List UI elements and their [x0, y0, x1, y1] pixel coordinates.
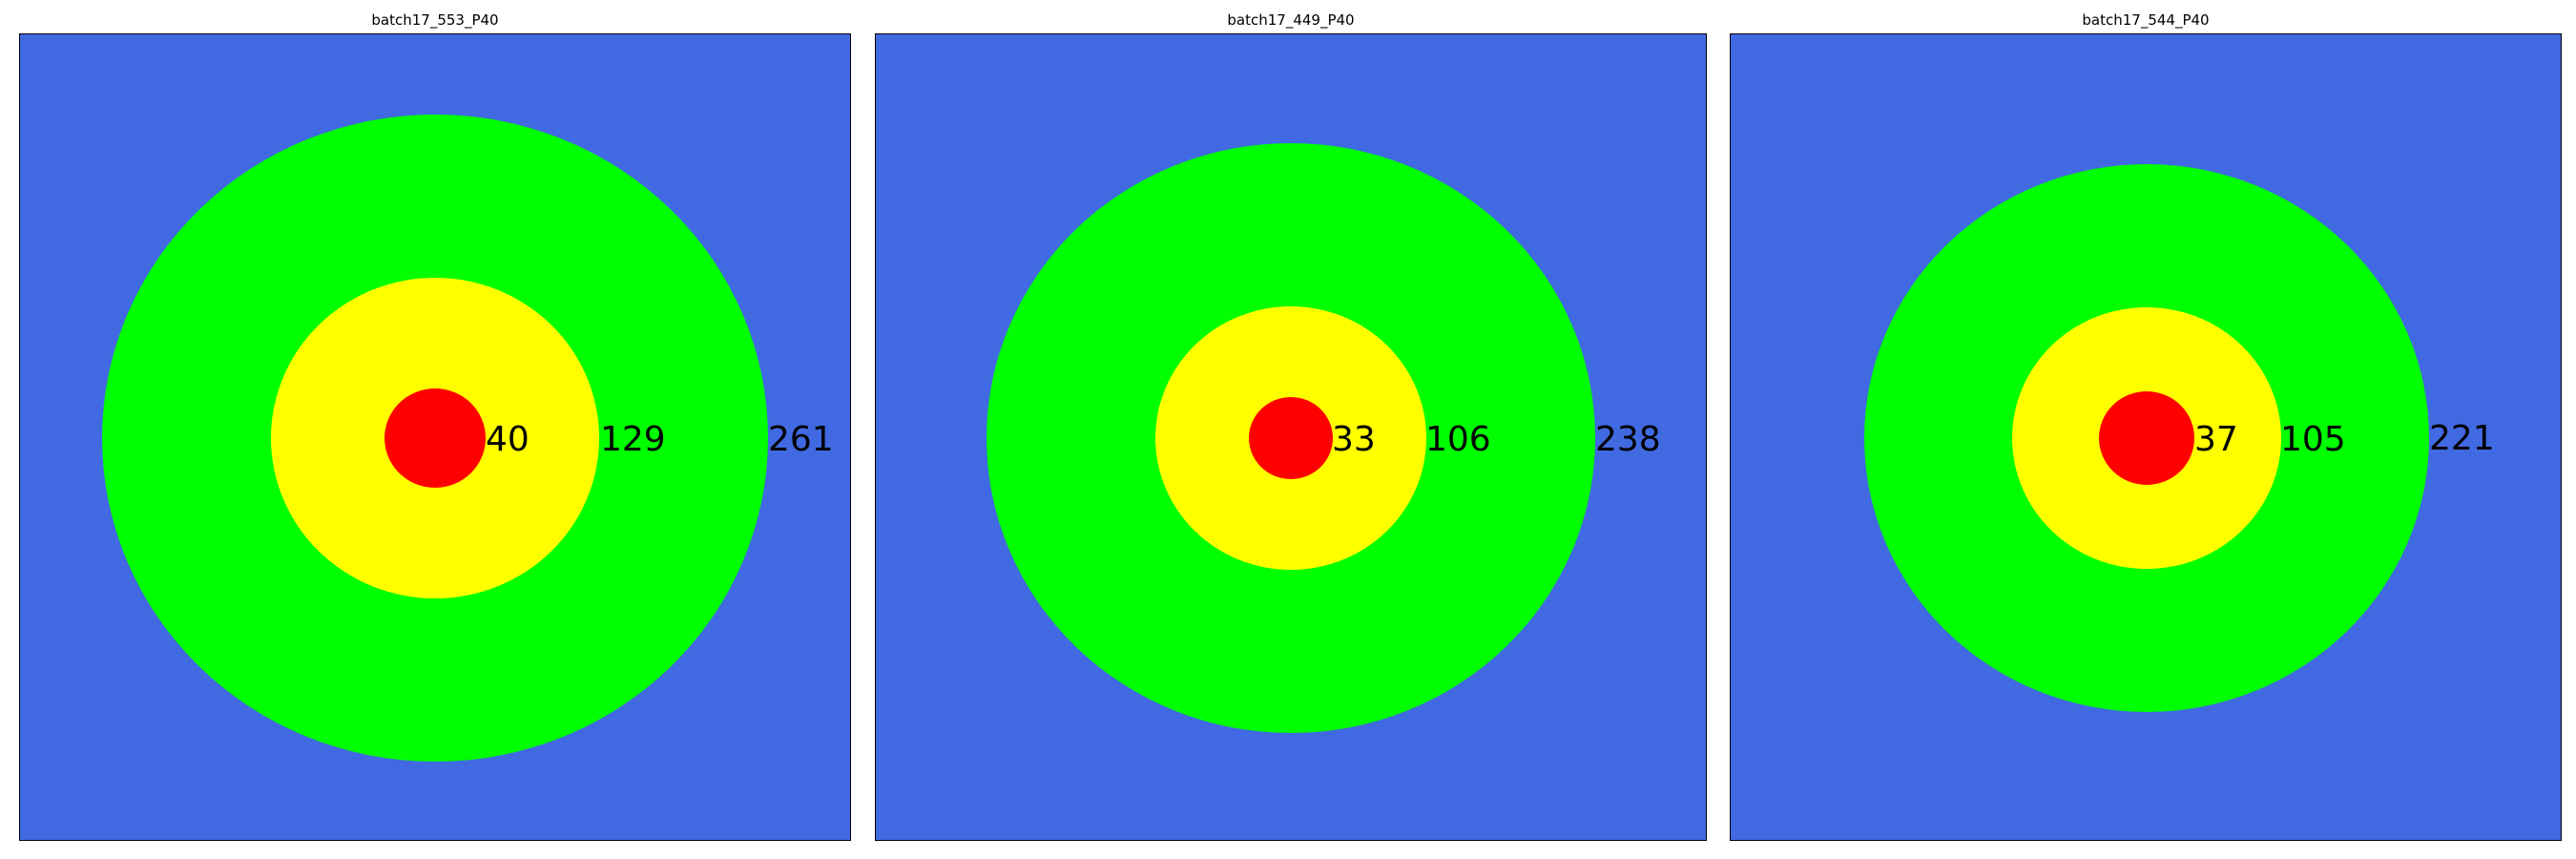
- target-panel-1: batch17_553_P40 40 129 261: [19, 0, 851, 859]
- inner-value-label: 33: [1332, 420, 1376, 459]
- inner-circle: [2099, 391, 2194, 485]
- plot-area: 37 105 221: [1730, 33, 2562, 841]
- target-diagram: 40 129 261: [20, 34, 850, 840]
- inner-value-label: 37: [2194, 420, 2238, 459]
- inner-value-label: 40: [486, 420, 530, 459]
- inner-circle: [384, 388, 486, 488]
- plot-area: 40 129 261: [19, 33, 851, 841]
- inner-circle: [1249, 397, 1333, 479]
- target-panel-2: batch17_449_P40 33 106 238: [875, 0, 1707, 859]
- panel-title: batch17_449_P40: [1227, 11, 1355, 29]
- plot-area: 33 106 238: [875, 33, 1707, 841]
- outer-value-label: 221: [2429, 419, 2495, 458]
- middle-value-label: 106: [1425, 420, 1491, 459]
- target-diagram: 37 105 221: [1731, 34, 2561, 840]
- outer-value-label: 261: [768, 420, 834, 459]
- middle-value-label: 105: [2280, 420, 2346, 459]
- panel-title: batch17_553_P40: [371, 11, 499, 29]
- panel-title: batch17_544_P40: [2082, 11, 2210, 29]
- target-panel-3: batch17_544_P40 37 105 221: [1730, 0, 2562, 859]
- middle-value-label: 129: [600, 420, 666, 459]
- outer-value-label: 238: [1595, 420, 1661, 459]
- target-diagram: 33 106 238: [876, 34, 1706, 840]
